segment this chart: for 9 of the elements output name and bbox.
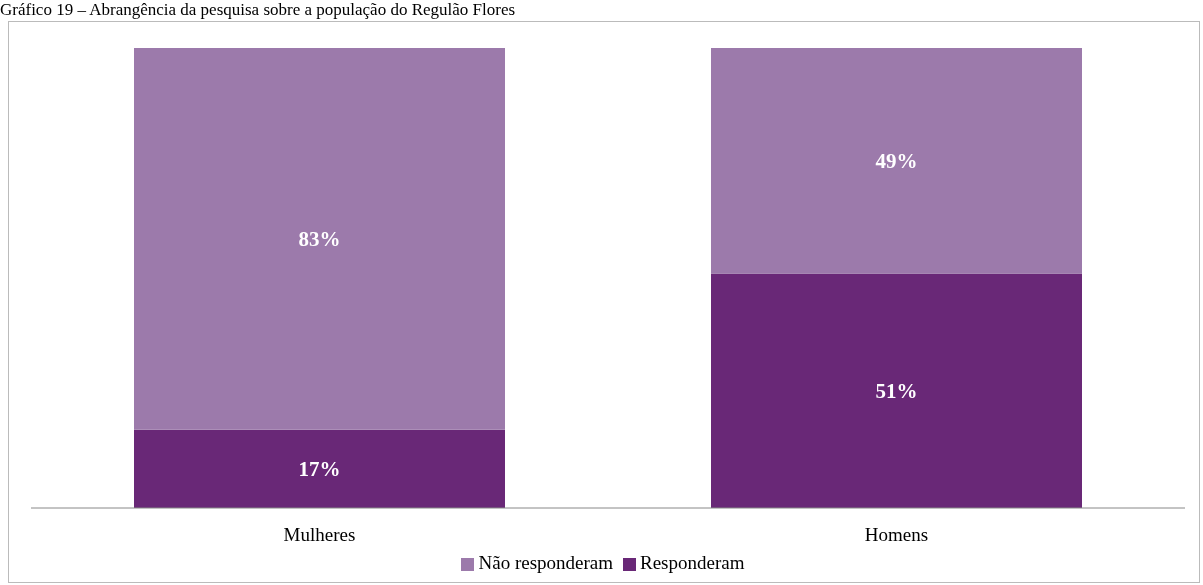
chart-title: Gráfico 19 – Abrangência da pesquisa sobre a população do Regulão Flores — [0, 0, 516, 20]
data-label: 83% — [298, 227, 341, 252]
data-label: 49% — [875, 149, 918, 174]
x-tick-label: Mulheres — [283, 524, 356, 546]
legend-label: Não responderam — [478, 552, 614, 573]
data-label: 51% — [875, 379, 918, 404]
data-label: 17% — [298, 457, 341, 482]
legend-label: Responderam — [640, 552, 745, 573]
x-tick-label: Homens — [864, 524, 929, 546]
